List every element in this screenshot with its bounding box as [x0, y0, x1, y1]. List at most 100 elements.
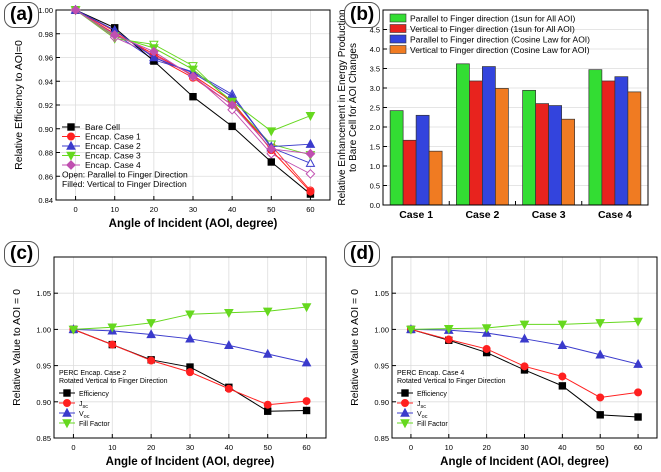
plot-frame — [391, 256, 658, 439]
x-tick-label: Case 1 — [399, 209, 433, 221]
y-tick-label: 2.0 — [370, 123, 380, 132]
bar — [601, 80, 616, 206]
y-tick-label: 0.90 — [36, 398, 51, 407]
legend-label-subscript: oc — [422, 414, 428, 420]
y-tick-label: 0.5 — [370, 182, 380, 191]
bar — [482, 66, 496, 206]
legend-marker — [66, 160, 76, 170]
legend-label: Efficiency — [79, 391, 109, 398]
legend-label: Fill Factor — [417, 421, 448, 428]
annotation-title: PERC Encap. Case 4 — [397, 370, 464, 377]
data-point — [185, 310, 195, 320]
annotation-title: PERC Encap. Case 2 — [59, 370, 126, 377]
y-tick-label: 0.86 — [38, 172, 53, 181]
data-point — [301, 357, 312, 367]
legend-label: Jsc — [417, 401, 426, 410]
y-tick-label: 1.00 — [374, 325, 389, 334]
y-tick-label: 1.00 — [36, 325, 51, 334]
bar — [402, 139, 417, 206]
data-point — [302, 406, 311, 415]
legend-marker — [63, 399, 71, 407]
panel-c: 0.85 0.90 0.95 1.00 1.05 0 10 20 30 40 50 60 Angle o… — [11, 256, 327, 468]
legend-marker — [401, 399, 409, 407]
data-point — [224, 384, 233, 393]
legend-label: Vertical to Finger direction (Cosine Law… — [410, 45, 590, 55]
panel-a: 0.84 0.86 0.88 0.90 0.92 0.94 0.96 0.98 1.00 0 10 2… — [13, 4, 331, 230]
x-tick-label: 10 — [445, 443, 453, 452]
legend-label-subscript: sc — [421, 404, 427, 410]
legend-marker — [62, 419, 72, 429]
y-tick-label: 1.5 — [370, 143, 380, 152]
note-filled: Filled: Vertical to Finger Direction — [62, 179, 187, 189]
legend-label: Efficiency — [417, 391, 447, 398]
y-tick-label: 4.5 — [370, 26, 380, 35]
data-point — [482, 344, 491, 353]
plot-frame — [55, 9, 331, 201]
data-point — [306, 187, 315, 196]
legend-label: Vertical to Finger direction (1sun for A… — [410, 24, 575, 34]
x-axis-title: Angle of Incident (AOI, degree) — [106, 456, 275, 468]
bar — [614, 76, 629, 206]
data-point — [266, 144, 277, 154]
x-tick-label: 0 — [409, 443, 413, 452]
series-fill-factor — [68, 303, 312, 335]
series-fill-factor — [406, 317, 643, 335]
data-point — [519, 320, 530, 330]
plot-frame — [53, 256, 327, 439]
y-tick-label: 0.96 — [38, 54, 53, 63]
bar — [469, 80, 483, 206]
data-point — [519, 333, 530, 343]
legend-label-base: J — [417, 401, 421, 408]
data-point — [443, 324, 454, 334]
x-axis-title: Angle of Incident (AOI, degree) — [109, 218, 278, 230]
legend-marker — [67, 123, 75, 131]
legend-label: Encap. Case 1 — [85, 132, 141, 142]
y-axis-title: Relative Enhancement in Energy Productio… — [337, 9, 359, 205]
bar — [428, 150, 443, 206]
y-tick-label: 0.85 — [374, 434, 389, 443]
legend-label: Parallel to Finger direction (1sun for A… — [410, 14, 576, 24]
x-tick-label: 10 — [111, 205, 119, 214]
data-point — [558, 382, 567, 390]
data-point — [267, 158, 275, 166]
data-point — [444, 335, 453, 344]
data-point — [633, 317, 643, 327]
data-point — [149, 52, 159, 62]
y-axis-title: Relative Efficiency to AOI=0 — [13, 40, 25, 170]
legend-marker — [63, 389, 71, 397]
x-tick-label: 60 — [302, 443, 310, 452]
x-tick-label: 0 — [71, 443, 75, 452]
y-axis-title-line-2: to Bare Cell for AOI Changes — [348, 43, 359, 172]
legend-label: Voc — [417, 411, 428, 420]
data-point-open — [305, 168, 316, 179]
y-tick-label: 0.90 — [38, 125, 53, 134]
data-point — [481, 324, 492, 334]
y-tick-label: 0.95 — [36, 362, 51, 371]
x-tick-label: Case 2 — [465, 209, 499, 221]
legend-label: Encap. Case 4 — [85, 160, 141, 170]
data-point — [263, 400, 272, 409]
bar — [535, 103, 549, 206]
data-point — [70, 5, 81, 15]
y-tick-label: 0.85 — [36, 434, 51, 443]
y-tick-label: 1.05 — [374, 289, 389, 298]
x-axis-title: Angle of Incident (AOI, degree) — [440, 456, 609, 468]
legend-marker — [66, 151, 76, 161]
legend-label-base: Efficiency — [417, 391, 447, 398]
y-tick-label: 0.94 — [38, 77, 53, 86]
data-point — [557, 320, 568, 330]
data-point — [596, 411, 604, 419]
data-point — [108, 340, 117, 349]
legend-label-base: Fill Factor — [79, 421, 110, 428]
y-tick-label: 1.00 — [38, 6, 53, 15]
panel-label-b: (b) — [344, 2, 381, 28]
data-point-open — [305, 157, 316, 167]
legend-label-base: J — [79, 401, 83, 408]
data-point — [595, 319, 606, 329]
legend-swatch — [389, 45, 407, 54]
data-point — [188, 65, 198, 75]
bar — [548, 105, 562, 206]
legend-label-subscript: oc — [84, 414, 90, 420]
